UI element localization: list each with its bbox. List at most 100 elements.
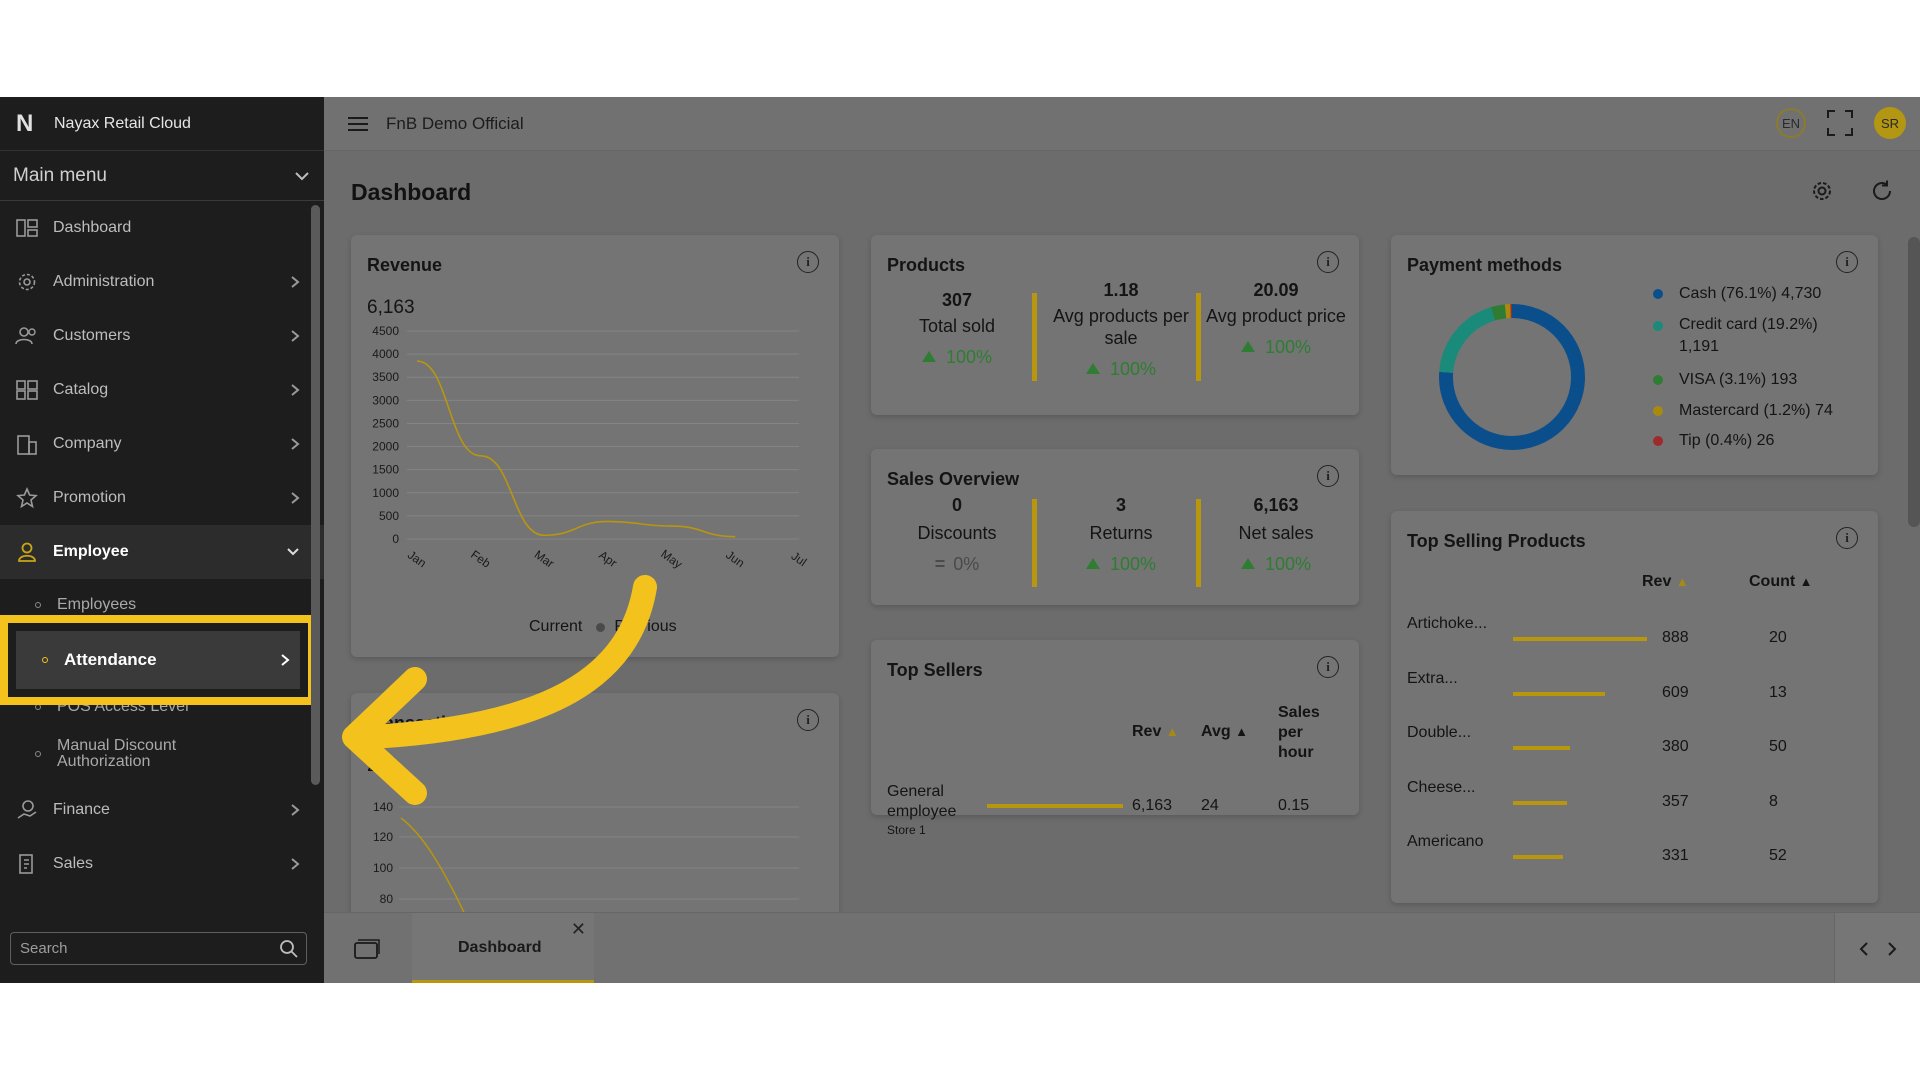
sidebar-item-administration[interactable]: Administration bbox=[0, 255, 324, 309]
info-icon[interactable]: i bbox=[1836, 527, 1858, 549]
delta-value: 0% bbox=[953, 554, 980, 574]
search-icon[interactable] bbox=[279, 939, 299, 959]
up-arrow-icon bbox=[1085, 558, 1100, 569]
chevron-right-icon[interactable] bbox=[1887, 941, 1897, 957]
sidebar-subitem-manual-discount[interactable]: Manual Discount Authorization bbox=[0, 725, 324, 783]
stat-label: Avg product price bbox=[1206, 306, 1346, 326]
sidebar-scrollbar[interactable] bbox=[311, 205, 320, 785]
divider-bar bbox=[1196, 499, 1201, 587]
chevron-right-icon bbox=[291, 804, 300, 816]
chevron-down-icon bbox=[287, 548, 299, 556]
org-name: FnB Demo Official bbox=[386, 113, 524, 133]
product-rev: 357 bbox=[1662, 792, 1689, 810]
chevron-right-icon bbox=[291, 438, 300, 450]
seller-store: Store 1 bbox=[887, 823, 926, 837]
delta-value: 100% bbox=[1264, 337, 1312, 357]
bottom-tab-bar: Dashboard ✕ bbox=[324, 912, 1920, 983]
sidebar-subitem-label: Manual Discount Authorization bbox=[57, 737, 177, 770]
y-tick-label: 2000 bbox=[372, 440, 399, 454]
info-icon[interactable]: i bbox=[1317, 465, 1339, 487]
sidebar-subitem-employees[interactable]: Employees bbox=[0, 581, 324, 629]
stat-avg-product-price: 20.09 Avg product price 100% bbox=[1206, 280, 1346, 358]
search-input[interactable] bbox=[20, 940, 270, 957]
stat-value: 3 bbox=[1115, 495, 1126, 515]
column-header-sales-per-hour[interactable]: Sales per hour bbox=[1278, 703, 1338, 763]
legend-dot bbox=[1653, 321, 1663, 331]
legend-item-credit-card[interactable]: Credit card (19.2%) 1,191 bbox=[1653, 316, 1853, 358]
tabs-overview-icon[interactable] bbox=[354, 939, 380, 959]
equals-icon: = bbox=[934, 554, 946, 574]
main-scrollbar[interactable] bbox=[1908, 237, 1920, 527]
bullet-icon bbox=[35, 751, 41, 757]
sidebar: N Nayax Retail Cloud Main menu Dashboard… bbox=[0, 97, 324, 983]
sidebar-item-customers[interactable]: Customers bbox=[0, 309, 324, 363]
stat-label: Returns bbox=[1089, 523, 1153, 543]
legend-current[interactable]: Current bbox=[529, 618, 583, 635]
callout-arrow-icon bbox=[342, 575, 657, 805]
chevron-right-icon bbox=[291, 858, 300, 870]
legend-item-visa[interactable]: VISA (3.1%) 193 bbox=[1653, 371, 1797, 389]
legend-item-cash[interactable]: Cash (76.1%) 4,730 bbox=[1653, 285, 1821, 303]
bullet-icon bbox=[35, 602, 41, 608]
stat-label: Discounts bbox=[917, 523, 997, 543]
product-count: 52 bbox=[1769, 847, 1787, 864]
info-icon[interactable]: i bbox=[1317, 656, 1339, 678]
info-icon[interactable]: i bbox=[1317, 251, 1339, 273]
tab-dashboard[interactable]: Dashboard ✕ bbox=[412, 913, 594, 983]
sidebar-item-label: Company bbox=[53, 435, 122, 452]
seller-rev: 6,163 bbox=[1132, 797, 1173, 814]
info-icon[interactable]: i bbox=[797, 709, 819, 731]
fullscreen-icon[interactable] bbox=[1826, 109, 1854, 137]
product-name: Cheese... bbox=[1407, 778, 1476, 796]
info-icon[interactable]: i bbox=[797, 251, 819, 273]
topbar: FnB Demo Official EN SR bbox=[324, 97, 1920, 151]
y-tick-label: 4500 bbox=[372, 325, 399, 338]
column-header-count[interactable]: Count ▲︎ bbox=[1749, 573, 1813, 591]
product-rev-bar bbox=[1513, 855, 1563, 859]
column-header-rev[interactable]: Rev ▲︎ bbox=[1132, 723, 1179, 741]
info-icon[interactable]: i bbox=[1836, 251, 1858, 273]
legend-item-tip[interactable]: Tip (0.4%) 26 bbox=[1653, 432, 1774, 450]
app-window: N Nayax Retail Cloud Main menu Dashboard… bbox=[0, 97, 1920, 983]
sidebar-subitem-attendance-highlight[interactable]: Attendance bbox=[0, 615, 316, 705]
close-icon[interactable]: ✕ bbox=[570, 919, 586, 939]
column-header-avg[interactable]: Avg ▲︎ bbox=[1201, 723, 1248, 741]
header-label: Avg bbox=[1201, 723, 1231, 740]
pie-slice-tip[interactable] bbox=[1439, 304, 1585, 450]
sidebar-item-finance[interactable]: Finance bbox=[0, 783, 324, 837]
user-avatar[interactable]: SR bbox=[1874, 107, 1906, 139]
legend-label: Cash (76.1%) 4,730 bbox=[1679, 285, 1822, 302]
payment-methods-donut bbox=[1439, 304, 1585, 450]
product-count: 50 bbox=[1769, 738, 1787, 755]
main-menu-toggle[interactable]: Main menu bbox=[0, 151, 324, 201]
product-count: 20 bbox=[1769, 629, 1787, 646]
sidebar-item-promotion[interactable]: Promotion bbox=[0, 471, 324, 525]
stat-value: 20.09 bbox=[1253, 280, 1299, 300]
product-rev: 609 bbox=[1662, 683, 1689, 701]
legend-item-mastercard[interactable]: Mastercard (1.2%) 74 bbox=[1653, 402, 1833, 420]
column-header-rev[interactable]: Rev ▲︎ bbox=[1642, 573, 1689, 591]
header-label: Rev bbox=[1642, 573, 1672, 590]
stat-avg-products-per-sale: 1.18 Avg products per sale 100% bbox=[1041, 280, 1201, 380]
brand-name: Nayax Retail Cloud bbox=[54, 114, 191, 132]
sidebar-item-dashboard[interactable]: Dashboard bbox=[0, 201, 324, 255]
sidebar-item-label: Administration bbox=[53, 273, 155, 290]
product-name: Artichoke... bbox=[1407, 615, 1488, 632]
sidebar-item-catalog[interactable]: Catalog bbox=[0, 363, 324, 417]
header-label: Rev bbox=[1132, 723, 1162, 740]
chevron-left-icon[interactable] bbox=[1859, 941, 1869, 957]
sidebar-item-company[interactable]: Company bbox=[0, 417, 324, 471]
hamburger-menu-icon[interactable] bbox=[348, 116, 368, 132]
chevron-down-icon bbox=[295, 171, 309, 180]
sidebar-subitem-attendance[interactable]: Attendance bbox=[16, 631, 300, 689]
sidebar-item-sales[interactable]: Sales bbox=[0, 837, 324, 891]
products-card: Products i 307 Total sold 100% 1.18 Avg … bbox=[871, 235, 1359, 415]
employee-icon bbox=[15, 541, 39, 563]
sort-icon: ▲︎ bbox=[1165, 724, 1179, 739]
refresh-icon[interactable] bbox=[1870, 179, 1894, 203]
language-switcher[interactable]: EN bbox=[1776, 108, 1806, 138]
gear-icon[interactable] bbox=[1810, 179, 1834, 203]
sidebar-item-employee[interactable]: Employee bbox=[0, 525, 324, 579]
sort-icon: ▲︎ bbox=[1675, 574, 1689, 589]
